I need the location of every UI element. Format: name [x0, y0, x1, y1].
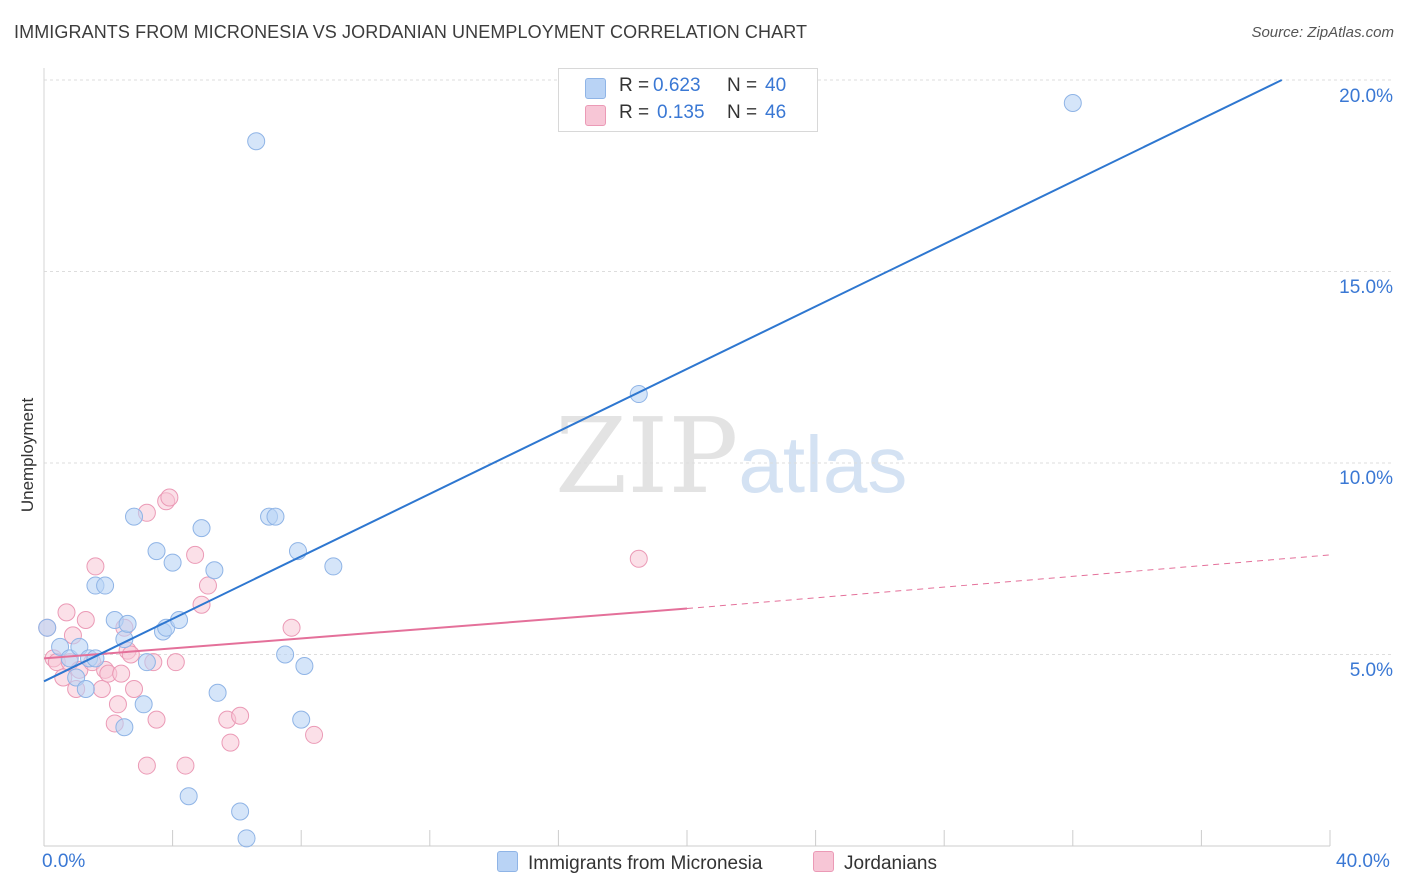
bottom-legend-micronesia: Immigrants from Micronesia [497, 851, 762, 875]
bottom-legend-label-jordanians: Jordanians [844, 853, 937, 874]
jordanians-point [137, 756, 156, 775]
micronesia-point [170, 611, 189, 630]
micronesia-point [134, 695, 153, 714]
micronesia-point [76, 679, 95, 698]
micronesia-point [266, 507, 285, 526]
y-tick-label-5: 5.0% [1349, 660, 1393, 681]
source-label: Source: ZipAtlas.com [1251, 24, 1394, 41]
micronesia-point [38, 618, 57, 637]
x-tick-label-min: 0.0% [42, 851, 86, 872]
jordanians-point [186, 545, 205, 564]
bottom-legend-swatch-pink [813, 851, 834, 872]
jordanians-point [121, 645, 140, 664]
jordanians-point [57, 603, 76, 622]
y-tick-label-10: 10.0% [1339, 468, 1393, 489]
jordanians-trend-line [43, 607, 688, 660]
jordanians-point [112, 664, 131, 683]
micronesia-point [205, 561, 224, 580]
micronesia-point [51, 637, 70, 656]
micronesia-point [324, 557, 343, 576]
micronesia-point [163, 553, 182, 572]
micronesia-point [115, 718, 134, 737]
legend-n-value: 40 [765, 75, 787, 96]
micronesia-point [192, 519, 211, 538]
watermark-zip: ZIP [555, 395, 739, 517]
micronesia-point [125, 507, 144, 526]
micronesia-point [208, 683, 227, 702]
legend: R = 0.623 N = 40 R = 0.135 N = 46 [558, 68, 818, 132]
jordanians-point [86, 557, 105, 576]
jordanians-point [76, 611, 95, 630]
jordanians-point [629, 549, 648, 568]
watermark: ZIPatlas [555, 395, 907, 517]
micronesia-point [276, 645, 295, 664]
legend-r-label: R = [619, 102, 650, 123]
micronesia-point [1063, 93, 1082, 112]
jordanians-point [166, 653, 185, 672]
micronesia-point [118, 614, 137, 633]
micronesia-point [60, 649, 79, 668]
legend-r-label: R = [619, 75, 650, 96]
legend-swatch-pink [585, 105, 606, 126]
legend-n-label: N = [727, 75, 758, 96]
jordanians-point [92, 679, 111, 698]
jordanians-point [221, 733, 240, 752]
jordanians-point [231, 706, 250, 725]
micronesia-trend-line [43, 79, 1283, 683]
trend-lines [43, 79, 1331, 683]
micronesia-point [295, 656, 314, 675]
micronesia-point [179, 787, 198, 806]
chart-title: IMMIGRANTS FROM MICRONESIA VS JORDANIAN … [14, 22, 808, 42]
legend-swatch-blue [585, 78, 606, 99]
bottom-legend-jordanians: Jordanians [813, 851, 937, 875]
bottom-legend-label-micronesia: Immigrants from Micronesia [528, 853, 763, 874]
watermark-atlas: atlas [738, 420, 908, 509]
micronesia-point [147, 542, 166, 561]
y-tick-label-20: 20.0% [1339, 86, 1393, 107]
jordanians-trend-extension [686, 554, 1331, 610]
micronesia-point [629, 385, 648, 404]
micronesia-points [38, 93, 1082, 848]
legend-n-label: N = [727, 102, 758, 123]
jordanians-point [147, 710, 166, 729]
micronesia-point [247, 132, 266, 151]
axes [43, 68, 1331, 847]
gridlines [44, 79, 1392, 655]
micronesia-point [292, 710, 311, 729]
jordanians-point [125, 679, 144, 698]
legend-r-value: 0.623 [653, 75, 701, 96]
micronesia-point [67, 668, 86, 687]
jordanians-point [305, 725, 324, 744]
jordanians-point [198, 576, 217, 595]
micronesia-point [237, 829, 256, 848]
legend-r-value: 0.135 [657, 102, 705, 123]
y-tick-label-15: 15.0% [1339, 277, 1393, 298]
legend-n-value: 46 [765, 102, 787, 123]
micronesia-point [96, 576, 115, 595]
jordanians-point [108, 695, 127, 714]
jordanians-point [282, 618, 301, 637]
x-tick-label-max: 40.0% [1336, 851, 1390, 872]
bottom-legend-swatch-blue [497, 851, 518, 872]
jordanians-point [176, 756, 195, 775]
jordanians-point [160, 488, 179, 507]
micronesia-point [137, 653, 156, 672]
micronesia-point [231, 802, 250, 821]
